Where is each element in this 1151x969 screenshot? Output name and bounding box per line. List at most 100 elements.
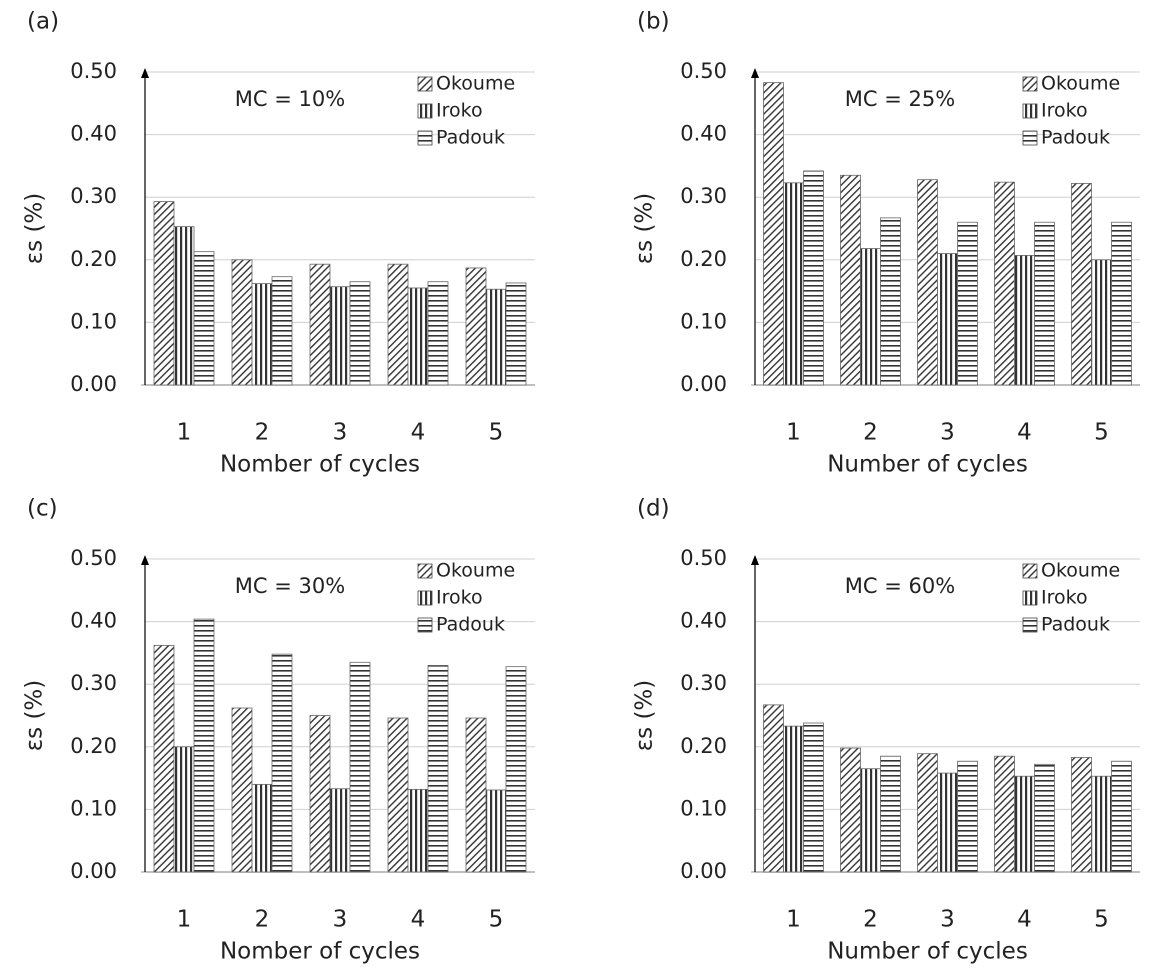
y-tick-label: 0.30 <box>680 184 727 208</box>
panel: (b) 0.00 0.10 0.20 0.30 0.40 0.50 εs (%) Number … <box>632 9 1140 478</box>
y-tick-label: 0.40 <box>680 122 727 146</box>
bar <box>309 263 331 386</box>
x-tick-label: 3 <box>940 907 955 933</box>
y-tick-label: 0.20 <box>70 734 117 758</box>
y-tick-label: 0.30 <box>70 184 117 208</box>
x-tick-label: 5 <box>489 420 504 446</box>
x-tick-label: 4 <box>1017 420 1032 446</box>
panel: (d) 0.00 0.10 0.20 0.30 0.40 0.50 εs (%) Number … <box>632 496 1140 965</box>
x-tick-label: 3 <box>940 420 955 446</box>
panel-label: (b) <box>637 9 670 35</box>
y-tick-label: 0.50 <box>680 546 727 570</box>
y-tick-label: 0.10 <box>70 796 117 820</box>
y-tick-label: 0.00 <box>70 859 117 883</box>
x-tick-label: 1 <box>177 907 192 933</box>
x-axis-label: Number of cycles <box>827 939 1028 965</box>
legend-swatch <box>1022 76 1038 92</box>
y-tick-label: 0.20 <box>70 247 117 271</box>
bar <box>1034 221 1055 386</box>
bar <box>1014 255 1035 386</box>
bar <box>407 788 429 873</box>
bar <box>427 281 449 386</box>
y-tick-label: 0.20 <box>680 734 727 758</box>
bar <box>271 276 293 386</box>
bar <box>783 725 804 873</box>
y-tick-label: 0.50 <box>70 59 117 83</box>
bar <box>1071 183 1092 386</box>
bar <box>153 201 175 386</box>
bar <box>803 170 824 386</box>
bar <box>251 283 273 386</box>
legend-swatch <box>417 76 433 92</box>
bar <box>1091 259 1112 386</box>
bar <box>994 181 1015 386</box>
bar <box>505 282 527 386</box>
bar <box>173 226 195 386</box>
y-tick-label: 0.00 <box>680 372 727 396</box>
bar <box>387 717 409 873</box>
x-axis-label: Number of cycles <box>827 452 1028 478</box>
y-tick-label: 0.30 <box>70 671 117 695</box>
bar <box>840 747 861 873</box>
y-axis-label: εs (%) <box>22 193 48 265</box>
bar <box>957 760 978 873</box>
bar <box>860 768 881 873</box>
panel-label: (c) <box>27 496 58 522</box>
bar <box>917 179 938 386</box>
legend-label: Iroko <box>1041 587 1088 609</box>
bar <box>994 755 1015 873</box>
x-tick-label: 1 <box>786 907 801 933</box>
bar <box>309 715 331 873</box>
bar <box>505 666 527 873</box>
annotation: MC = 25% <box>845 87 955 111</box>
bar <box>880 217 901 386</box>
y-tick-label: 0.40 <box>70 122 117 146</box>
legend-swatch <box>1022 563 1038 579</box>
y-tick-label: 0.00 <box>680 859 727 883</box>
bar <box>937 772 958 873</box>
legend-swatch <box>417 590 433 606</box>
x-tick-label: 4 <box>411 907 426 933</box>
bar <box>937 253 958 386</box>
y-tick-label: 0.50 <box>70 546 117 570</box>
y-axis-label: εs (%) <box>22 680 48 752</box>
x-tick-label: 2 <box>255 420 270 446</box>
y-tick-label: 0.40 <box>70 609 117 633</box>
y-tick-label: 0.30 <box>680 671 727 695</box>
bar <box>407 287 429 386</box>
bar <box>349 661 371 873</box>
bar <box>349 281 371 386</box>
legend-label: Okoume <box>1041 560 1120 582</box>
legend-label: Iroko <box>1041 100 1088 122</box>
x-tick-label: 4 <box>411 420 426 446</box>
y-tick-label: 0.00 <box>70 372 117 396</box>
bar <box>427 665 449 873</box>
x-tick-label: 2 <box>863 420 878 446</box>
axis-arrow <box>751 555 759 565</box>
bar <box>880 755 901 873</box>
bar <box>329 788 351 873</box>
legend-label: Iroko <box>436 587 483 609</box>
legend-label: Okoume <box>1041 73 1120 95</box>
x-axis-label: Nomber of cycles <box>220 452 420 478</box>
y-tick-label: 0.10 <box>680 796 727 820</box>
bar <box>465 267 487 386</box>
x-tick-label: 3 <box>333 420 348 446</box>
y-axis-label: εs (%) <box>632 193 658 265</box>
x-tick-label: 5 <box>1094 420 1109 446</box>
axis-arrow <box>141 555 149 565</box>
bar <box>387 263 409 386</box>
legend-label: Okoume <box>436 560 515 582</box>
x-tick-label: 2 <box>255 907 270 933</box>
panel-label: (a) <box>27 9 59 35</box>
y-tick-label: 0.10 <box>680 309 727 333</box>
bar <box>1091 775 1112 873</box>
bar <box>1111 221 1132 386</box>
bar <box>1111 760 1132 873</box>
legend-swatch <box>1022 103 1038 119</box>
bar <box>153 644 175 873</box>
bar <box>763 82 784 386</box>
panel: (c) 0.00 0.10 0.20 0.30 0.40 0.50 εs (%) Nomber … <box>22 496 535 965</box>
legend-label: Okoume <box>436 73 515 95</box>
